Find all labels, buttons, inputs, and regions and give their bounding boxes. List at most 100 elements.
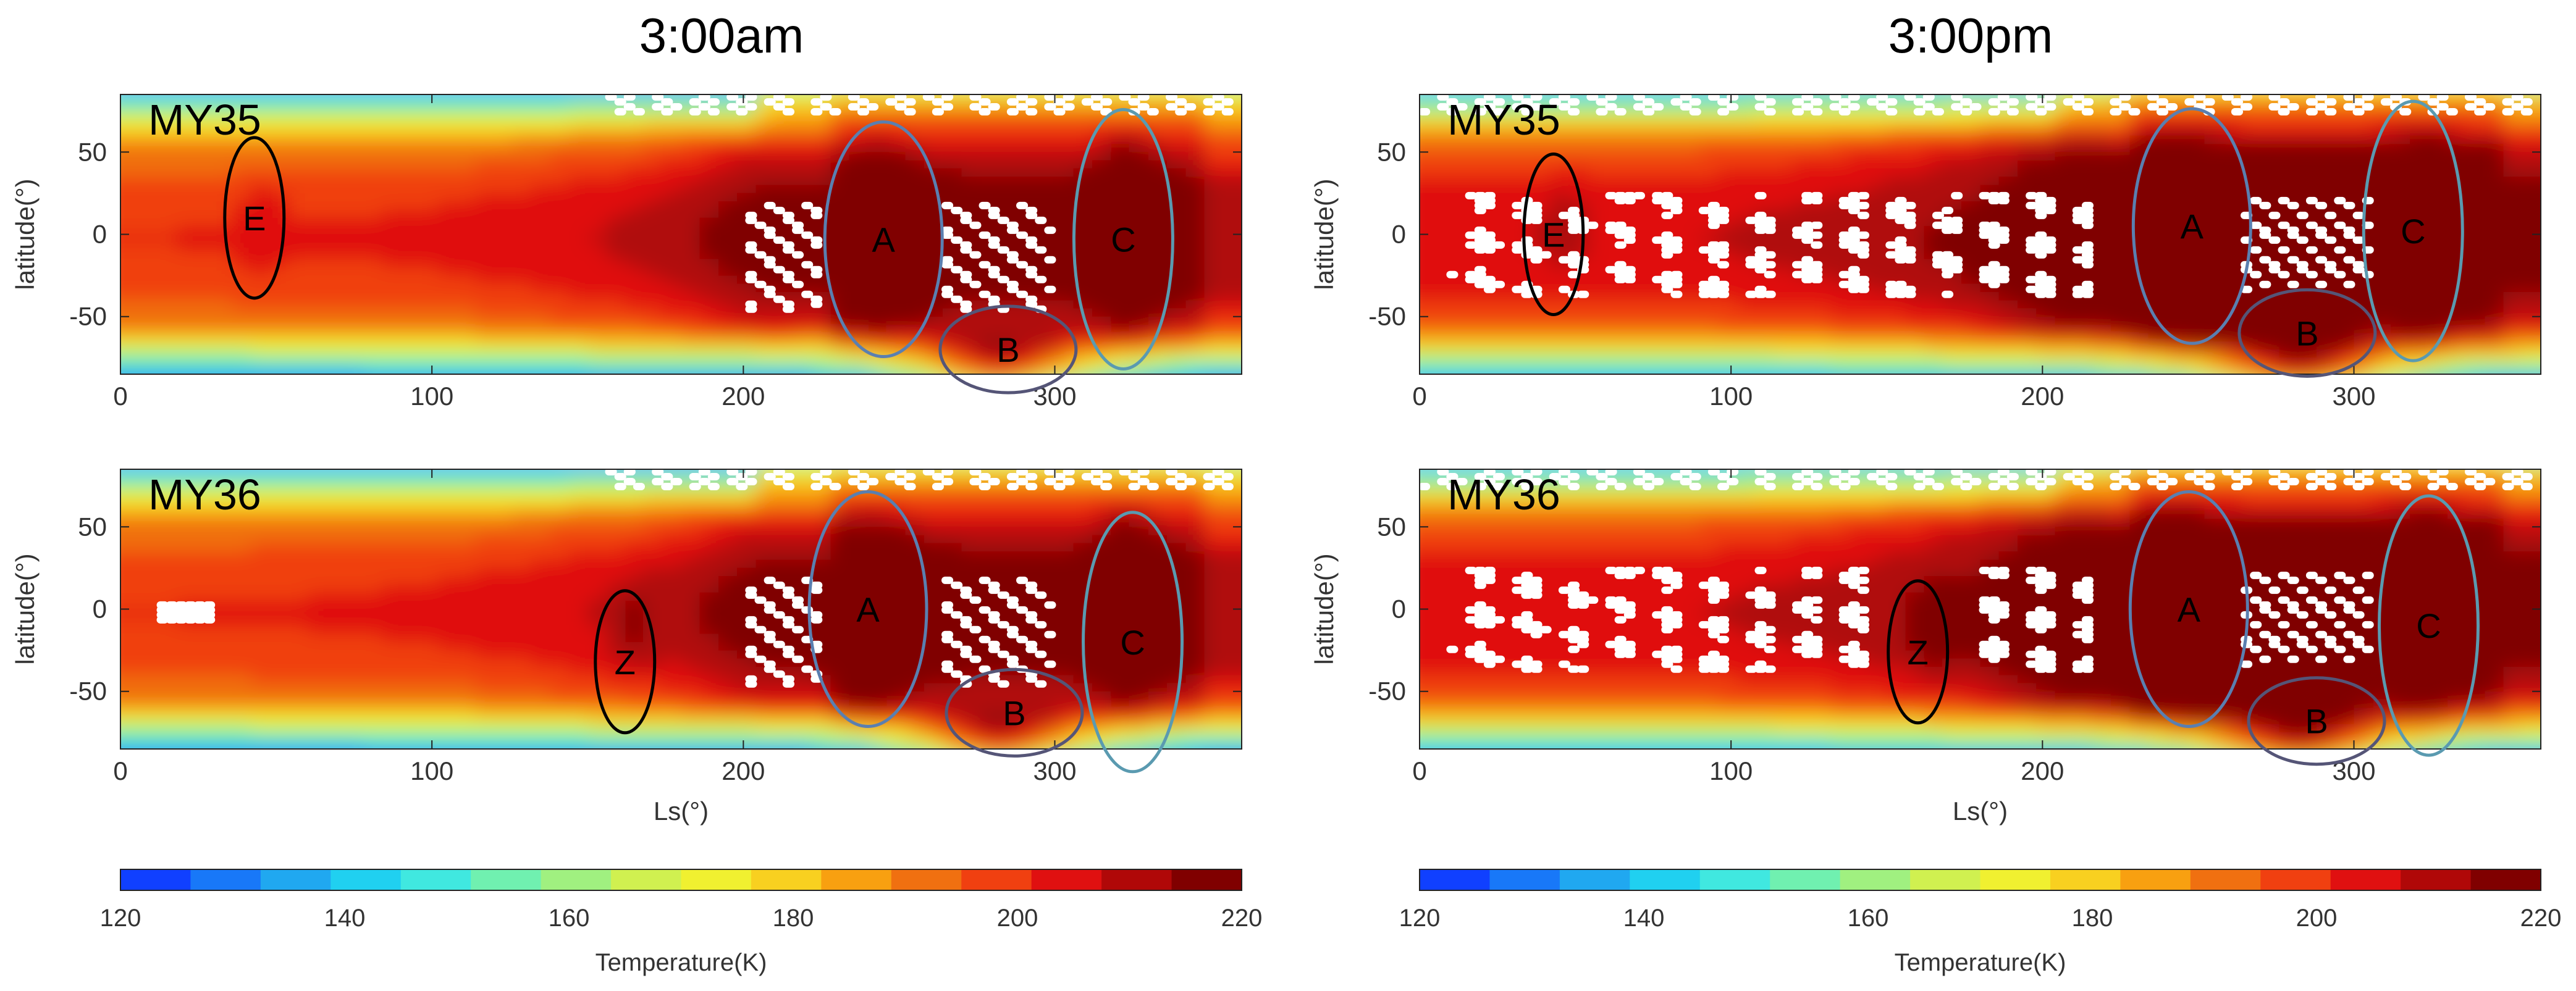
temperature-cell	[419, 300, 439, 309]
temperature-cell	[2466, 127, 2486, 136]
temperature-cell	[158, 283, 177, 293]
missing-data-cell	[951, 266, 963, 274]
missing-data-cell	[773, 236, 785, 244]
temperature-cell	[1054, 160, 1074, 169]
missing-data-cell	[1539, 251, 1552, 259]
temperature-cell	[1036, 366, 1056, 374]
temperature-cell	[699, 209, 719, 219]
temperature-cell	[288, 325, 308, 334]
temperature-cell	[1204, 209, 1224, 219]
temperature-cell	[457, 209, 476, 219]
temperature-cell	[905, 209, 925, 219]
temperature-cell	[2335, 94, 2355, 95]
temperature-cell	[2485, 382, 2504, 391]
temperature-cell	[606, 366, 626, 374]
temperature-cell	[1774, 185, 1794, 194]
temperature-cell	[2354, 135, 2373, 144]
temperature-cell	[2186, 291, 2205, 301]
temperature-cell	[699, 300, 719, 309]
temperature-cell	[531, 308, 551, 317]
temperature-cell	[849, 300, 869, 309]
temperature-cell	[1588, 242, 1607, 252]
temperature-cell	[307, 259, 327, 268]
temperature-cell	[457, 185, 476, 194]
temperature-cell	[232, 226, 252, 235]
temperature-cell	[139, 374, 158, 383]
temperature-cell	[195, 308, 215, 317]
temperature-cell	[1185, 308, 1205, 317]
temperature-cell	[681, 160, 701, 169]
temperature-cell	[587, 217, 607, 227]
temperature-cell	[1569, 234, 1589, 243]
temperature-cell	[307, 94, 327, 95]
temperature-cell	[457, 160, 476, 169]
temperature-cell	[1185, 217, 1205, 227]
temperature-cell	[1699, 102, 1719, 112]
temperature-cell	[139, 168, 159, 178]
temperature-cell	[120, 275, 140, 285]
temperature-cell	[1681, 201, 1701, 211]
temperature-cell	[1054, 217, 1074, 227]
temperature-cell	[400, 111, 420, 120]
missing-data-cell	[745, 246, 757, 254]
temperature-cell	[587, 209, 607, 219]
temperature-cell	[1999, 374, 2018, 383]
temperature-cell	[1457, 177, 1476, 186]
temperature-cell	[644, 143, 663, 153]
temperature-cell	[120, 325, 140, 334]
temperature-cell	[2223, 94, 2242, 95]
temperature-cell	[531, 102, 551, 112]
temperature-cell	[1980, 143, 2000, 153]
temperature-cell	[1887, 341, 1906, 351]
temperature-cell	[2204, 291, 2224, 301]
temperature-cell	[1699, 325, 1719, 334]
temperature-cell	[2559, 201, 2576, 210]
temperature-cell	[1420, 160, 1439, 169]
temperature-cell	[438, 127, 458, 136]
temperature-cell	[681, 316, 701, 326]
temperature-cell	[1662, 358, 1682, 367]
temperature-cell	[1961, 275, 1981, 285]
temperature-cell	[737, 358, 757, 367]
temperature-cell	[2186, 308, 2205, 317]
temperature-cell	[1457, 143, 1476, 153]
temperature-cell	[1494, 267, 1514, 277]
temperature-cell	[1606, 127, 1626, 136]
temperature-cell	[1737, 308, 1757, 317]
temperature-cell	[1756, 333, 1775, 342]
missing-data-cell	[801, 201, 814, 209]
temperature-cell	[1887, 226, 1906, 235]
temperature-cell	[812, 308, 831, 317]
temperature-cell	[1204, 152, 1224, 161]
temperature-cell	[1457, 374, 1476, 383]
temperature-cell	[569, 94, 589, 95]
temperature-cell	[681, 119, 701, 128]
temperature-cell	[214, 358, 234, 367]
temperature-cell	[400, 349, 420, 359]
temperature-cell	[2428, 275, 2448, 285]
temperature-cell	[2504, 374, 2523, 383]
temperature-cell	[793, 341, 813, 351]
temperature-cell	[2148, 217, 2168, 227]
temperature-cell	[1204, 201, 1224, 211]
temperature-cell	[251, 94, 271, 104]
temperature-cell	[2223, 267, 2242, 277]
temperature-cell	[550, 143, 570, 153]
temperature-cell	[2447, 193, 2467, 203]
temperature-cell	[158, 333, 177, 342]
temperature-cell	[831, 382, 850, 391]
temperature-cell	[625, 94, 644, 95]
temperature-cell	[1849, 127, 1869, 136]
temperature-cell	[662, 127, 682, 136]
temperature-cell	[1662, 349, 1682, 359]
missing-data-cell	[1568, 226, 1580, 234]
missing-data-cell	[960, 246, 972, 254]
temperature-cell	[905, 275, 925, 285]
temperature-cell	[1420, 135, 1439, 144]
temperature-cell	[2297, 300, 2317, 309]
temperature-cell	[1980, 119, 2000, 128]
temperature-cell	[1531, 316, 1551, 326]
temperature-cell	[158, 135, 177, 144]
temperature-cell	[830, 333, 850, 342]
temperature-cell	[606, 358, 626, 367]
